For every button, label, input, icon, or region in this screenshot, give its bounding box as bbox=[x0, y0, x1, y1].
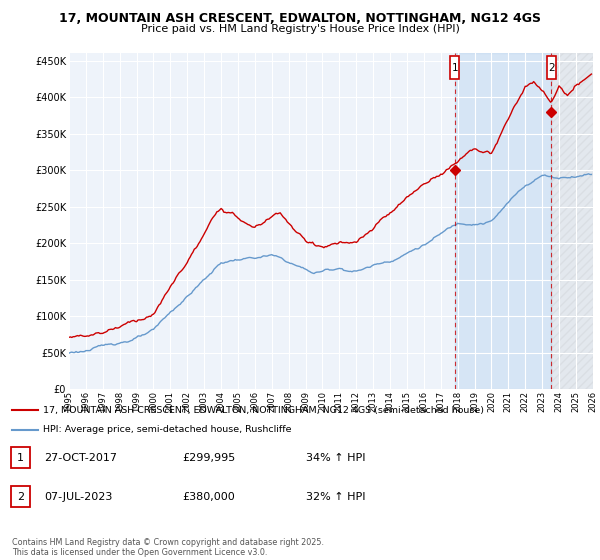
Bar bbox=[11, 486, 31, 507]
Text: 2: 2 bbox=[548, 63, 554, 73]
Text: 34% ↑ HPI: 34% ↑ HPI bbox=[306, 452, 365, 463]
Text: 17, MOUNTAIN ASH CRESCENT, EDWALTON, NOTTINGHAM, NG12 4GS: 17, MOUNTAIN ASH CRESCENT, EDWALTON, NOT… bbox=[59, 12, 541, 25]
Bar bbox=[551, 53, 593, 389]
Text: £299,995: £299,995 bbox=[182, 452, 236, 463]
Text: Contains HM Land Registry data © Crown copyright and database right 2025.
This d: Contains HM Land Registry data © Crown c… bbox=[12, 538, 324, 557]
Text: Price paid vs. HM Land Registry's House Price Index (HPI): Price paid vs. HM Land Registry's House … bbox=[140, 24, 460, 34]
Text: 07-JUL-2023: 07-JUL-2023 bbox=[44, 492, 113, 502]
Bar bbox=[11, 447, 31, 468]
Text: 1: 1 bbox=[17, 452, 24, 463]
Text: 27-OCT-2017: 27-OCT-2017 bbox=[44, 452, 117, 463]
Text: £380,000: £380,000 bbox=[182, 492, 235, 502]
Text: 32% ↑ HPI: 32% ↑ HPI bbox=[306, 492, 365, 502]
Text: 1: 1 bbox=[451, 63, 458, 73]
Bar bbox=[450, 56, 460, 80]
Text: 2: 2 bbox=[17, 492, 24, 502]
Bar bbox=[455, 53, 551, 389]
Text: 17, MOUNTAIN ASH CRESCENT, EDWALTON, NOTTINGHAM, NG12 4GS (semi-detached house): 17, MOUNTAIN ASH CRESCENT, EDWALTON, NOT… bbox=[43, 405, 484, 414]
Bar bbox=[547, 56, 556, 80]
Text: HPI: Average price, semi-detached house, Rushcliffe: HPI: Average price, semi-detached house,… bbox=[43, 425, 292, 434]
